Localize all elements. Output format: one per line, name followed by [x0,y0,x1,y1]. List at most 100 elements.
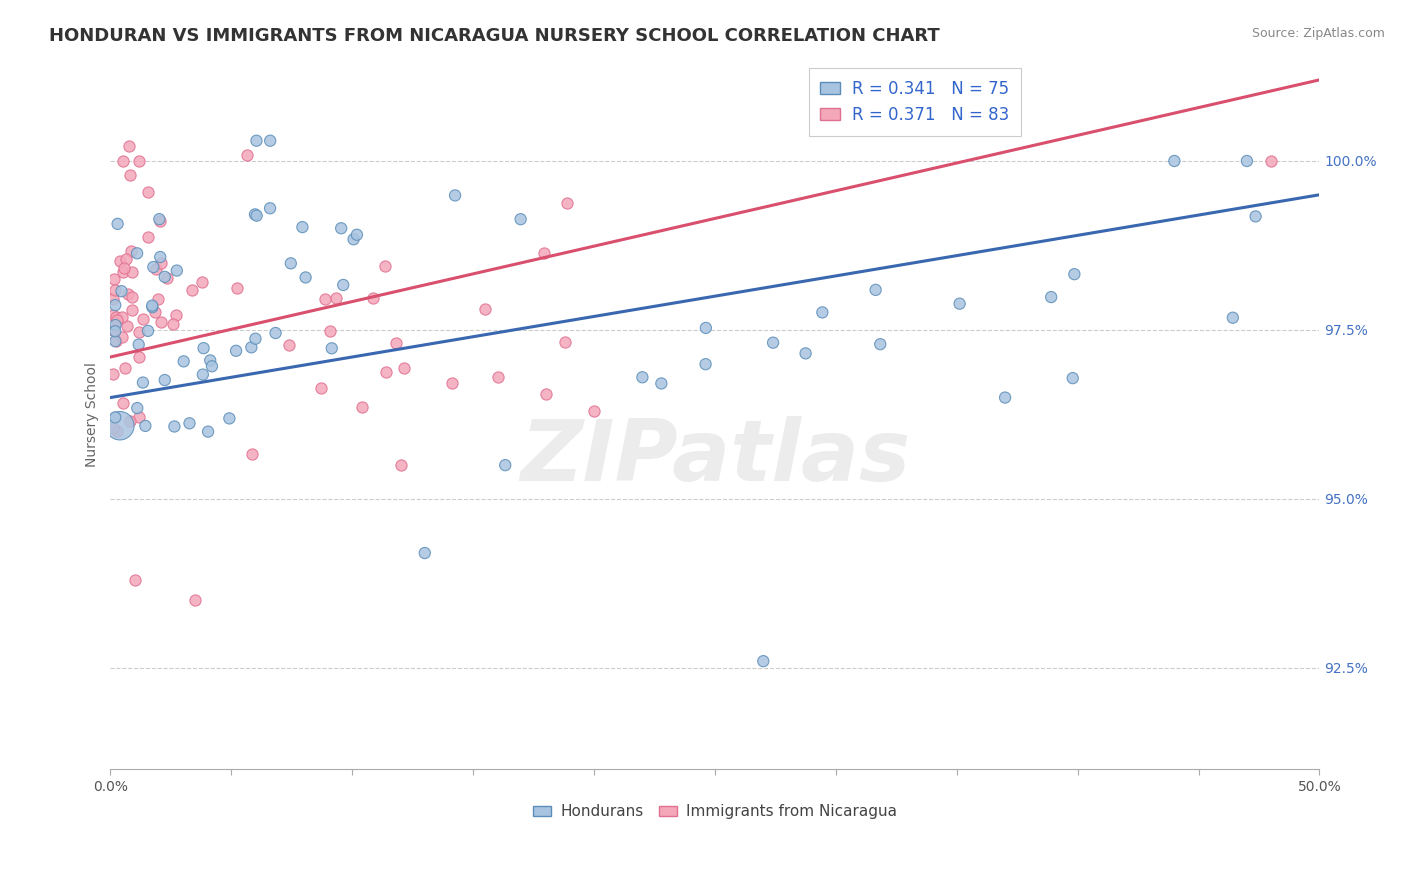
Point [142,260,165,274]
Point [153,269,176,284]
Point [1236,153,1258,168]
Point [179,417,201,431]
Point [104,324,127,338]
Point [375,365,398,379]
Point [110,284,132,298]
Point [162,317,184,331]
Point [811,305,834,319]
Point [136,186,159,200]
Point [246,209,269,223]
Point [762,335,785,350]
Point [149,256,172,270]
Point [128,409,150,424]
Point [534,387,557,401]
Point [128,350,150,364]
Point [294,270,316,285]
Point [695,321,717,335]
Point [280,256,302,270]
Point [143,305,166,319]
Point [363,291,385,305]
Point [193,341,215,355]
Point [163,419,186,434]
Point [111,310,134,325]
Point [794,346,817,360]
Point [389,458,412,472]
Point [121,303,143,318]
Point [291,220,314,235]
Point [128,337,150,351]
Point [319,325,342,339]
Point [136,324,159,338]
Point [245,332,267,346]
Point [259,134,281,148]
Point [184,593,207,607]
Point [631,370,654,384]
Point [153,373,176,387]
Point [325,291,347,305]
Y-axis label: Nursery School: Nursery School [86,362,100,467]
Legend: Hondurans, Immigrants from Nicaragua: Hondurans, Immigrants from Nicaragua [527,798,903,825]
Point [112,265,135,279]
Point [121,265,143,279]
Point [105,313,128,327]
Point [131,311,153,326]
Point [374,259,396,273]
Point [240,340,263,354]
Point [554,335,576,350]
Point [314,292,336,306]
Point [112,261,135,276]
Point [1244,210,1267,224]
Point [165,308,187,322]
Point [752,654,775,668]
Point [346,227,368,242]
Point [118,139,141,153]
Point [865,283,887,297]
Point [236,147,259,161]
Point [118,168,141,182]
Point [128,325,150,339]
Point [650,376,672,391]
Point [330,221,353,235]
Point [101,367,124,381]
Point [149,213,172,227]
Point [1063,267,1085,281]
Point [101,421,124,435]
Point [190,275,212,289]
Point [413,546,436,560]
Point [103,283,125,297]
Point [695,357,717,371]
Point [243,207,266,221]
Point [444,188,467,202]
Point [148,212,170,227]
Point [141,299,163,313]
Point [245,134,267,148]
Point [121,290,143,304]
Point [869,337,891,351]
Point [225,343,247,358]
Point [1040,290,1063,304]
Point [311,382,333,396]
Point [582,404,605,418]
Point [264,326,287,340]
Point [509,212,531,227]
Text: ZIPatlas: ZIPatlas [520,416,910,499]
Point [166,263,188,277]
Point [104,298,127,312]
Point [104,334,127,348]
Point [149,250,172,264]
Point [259,201,281,215]
Point [111,330,134,344]
Point [1163,153,1185,168]
Point [127,246,149,260]
Point [141,300,163,314]
Point [240,447,263,461]
Point [115,318,138,333]
Point [105,310,128,325]
Point [101,292,124,306]
Point [104,318,127,332]
Point [994,391,1017,405]
Point [1222,310,1244,325]
Point [332,277,354,292]
Point [111,396,134,410]
Point [107,217,129,231]
